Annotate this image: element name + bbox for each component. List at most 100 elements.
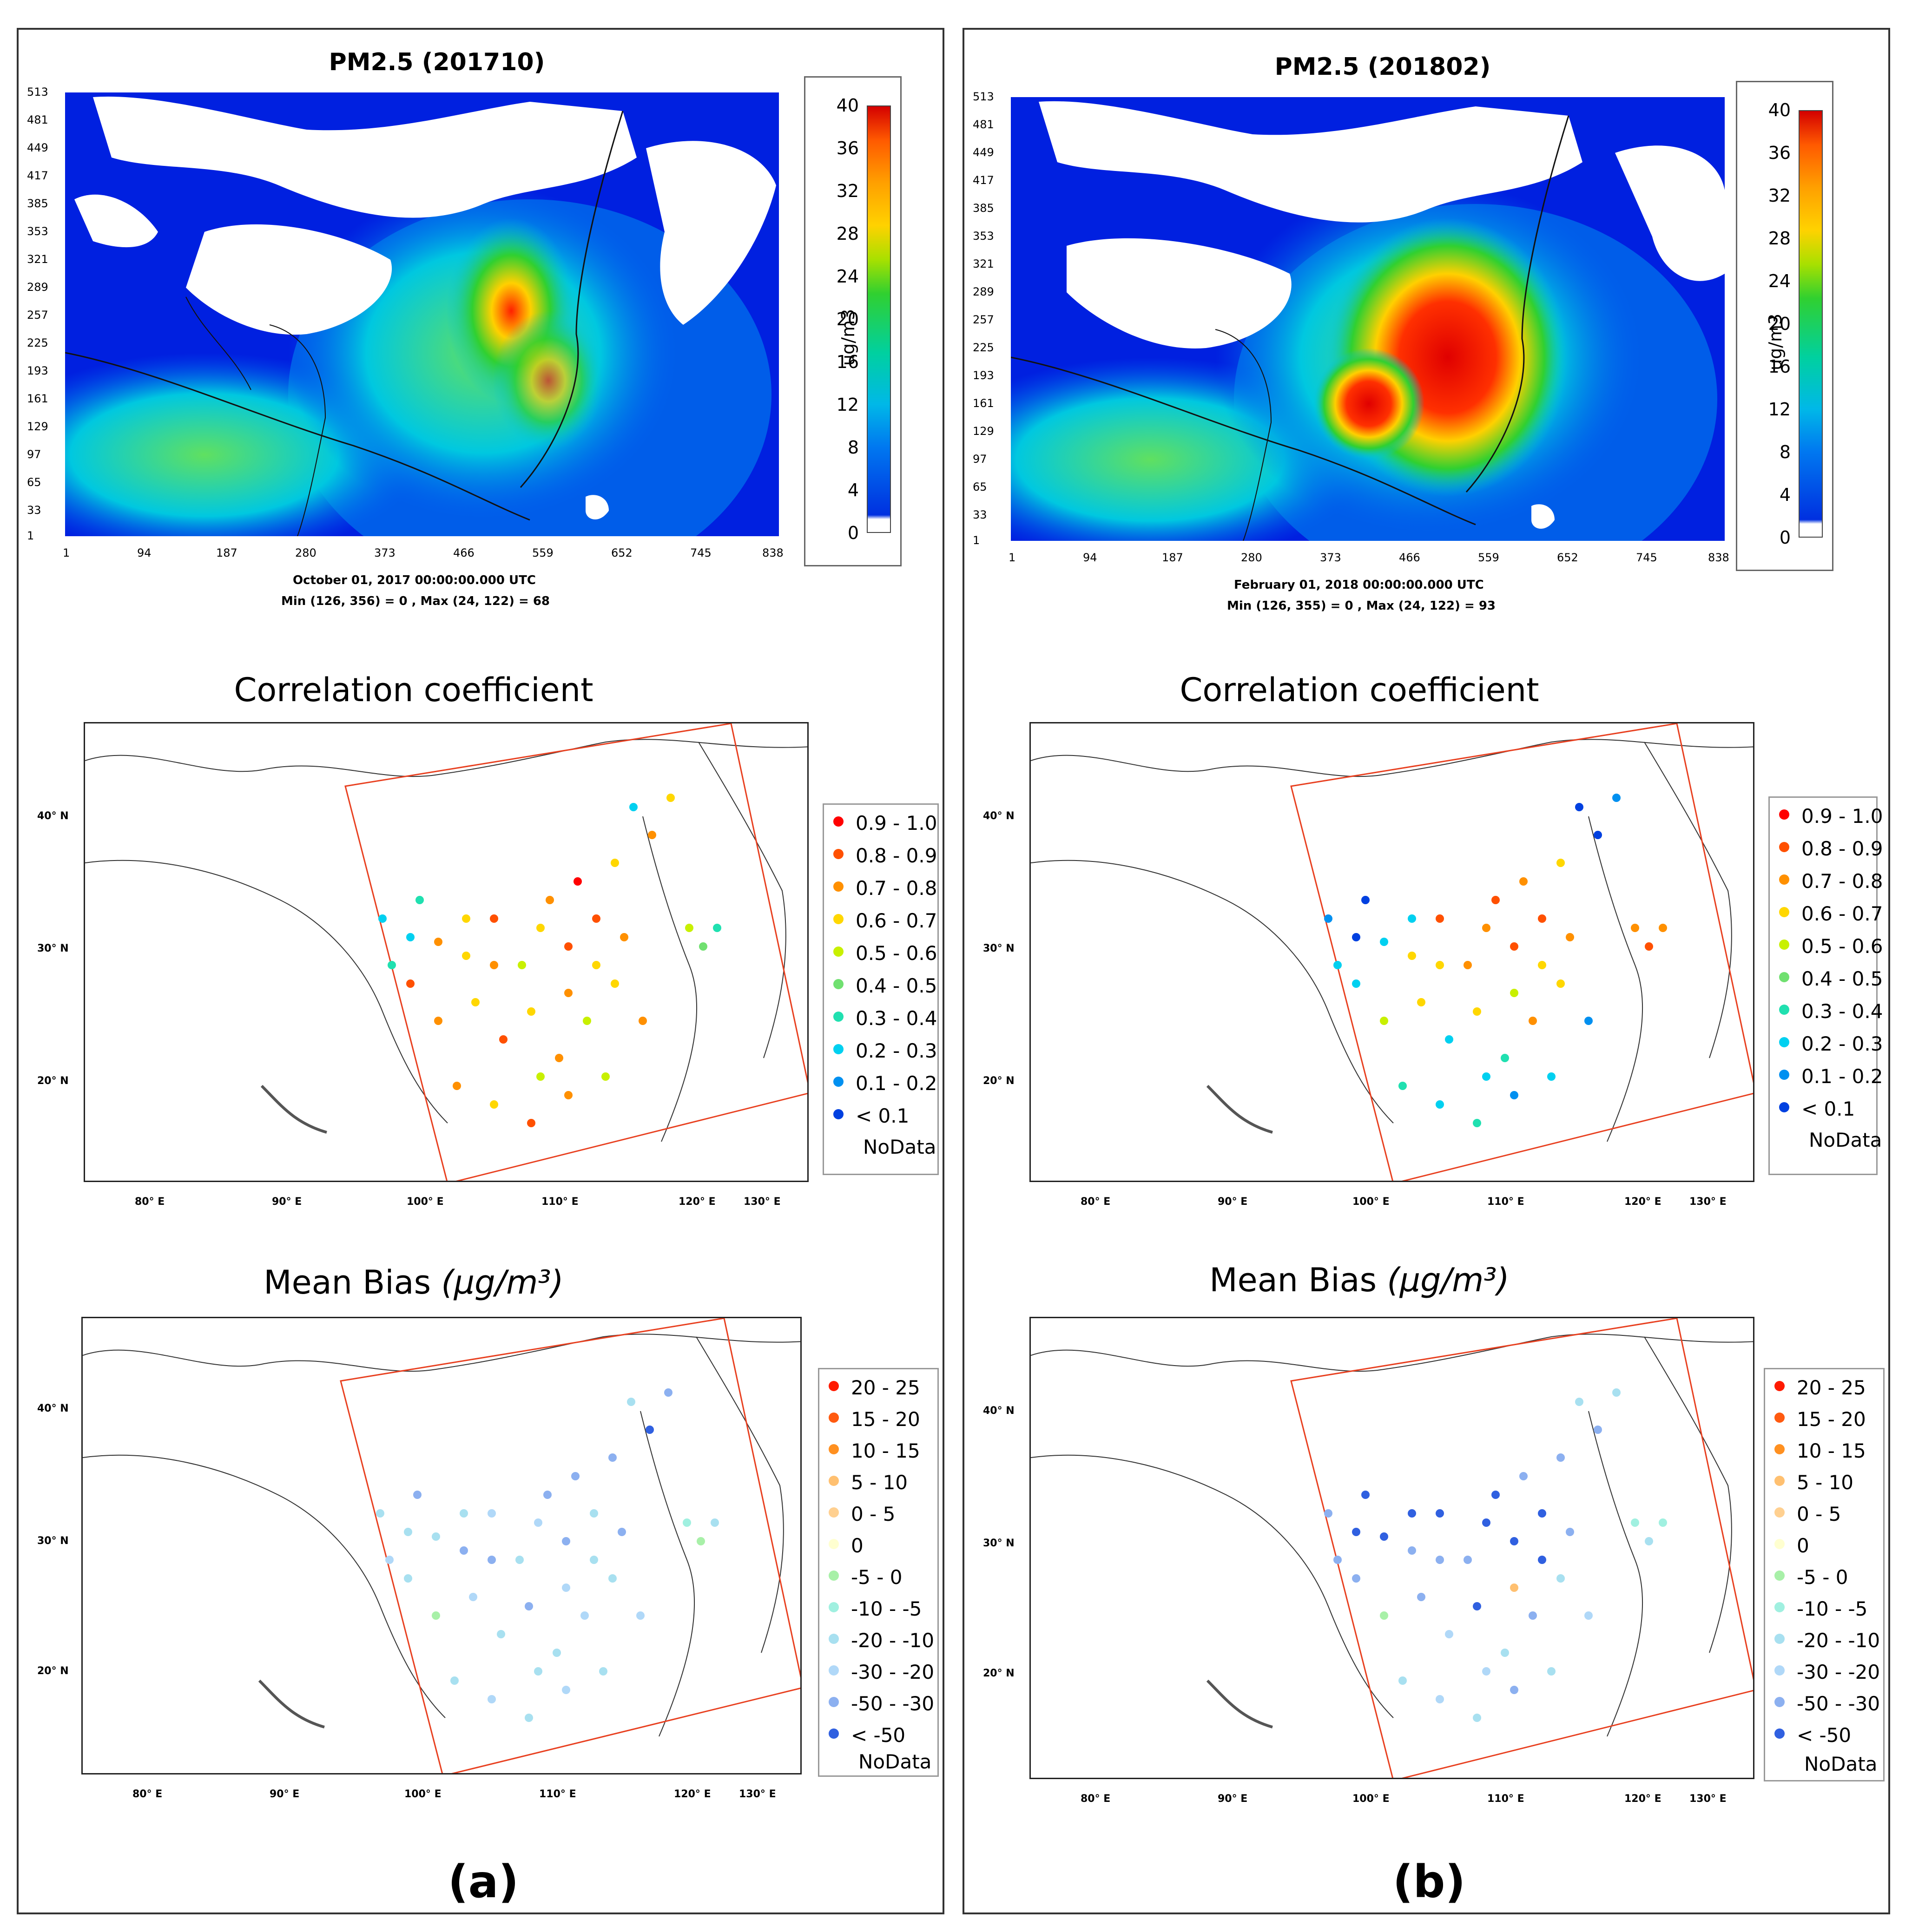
legend-item: 15 - 20 xyxy=(1774,1406,1866,1431)
corr-station-dots xyxy=(1324,794,1667,1127)
bias-map-graphic xyxy=(1031,1318,1753,1778)
corr-lon-tick: 130° E xyxy=(1689,1196,1727,1208)
pm-minmax: Min (126, 356) = 0 , Max (24, 122) = 68 xyxy=(281,594,550,608)
colorbar-tick: 8 xyxy=(847,437,859,458)
legend-item: 10 - 15 xyxy=(829,1438,920,1462)
colorbar-tick: 28 xyxy=(1768,228,1791,249)
colorbar-tick: 28 xyxy=(836,223,859,244)
legend-swatch xyxy=(1779,907,1789,917)
bias-lat-tick: 30° N xyxy=(983,1538,1015,1549)
bias-lon-tick: 120° E xyxy=(1624,1793,1661,1805)
legend-item: 20 - 25 xyxy=(829,1375,920,1399)
bias-map xyxy=(1029,1317,1754,1779)
pm-x-tick: 559 xyxy=(532,546,554,559)
legend-swatch xyxy=(1774,1602,1785,1612)
pm-y-tick: 1 xyxy=(973,534,980,547)
legend-item: 0.1 - 0.2 xyxy=(833,1071,937,1095)
corr-lon-tick: 120° E xyxy=(679,1196,716,1208)
corr-lon-tick: 100° E xyxy=(1352,1196,1390,1208)
legend-swatch xyxy=(1774,1728,1785,1739)
legend-item: -5 - 0 xyxy=(829,1564,902,1589)
legend-swatch xyxy=(833,979,844,989)
pm-x-tick: 466 xyxy=(453,546,475,559)
corr-lon-tick: 90° E xyxy=(1218,1196,1248,1208)
corr-map-graphic xyxy=(1031,723,1753,1181)
corr-lon-tick: 100° E xyxy=(407,1196,444,1208)
colorbar-tick: 20 xyxy=(836,309,859,329)
legend-swatch xyxy=(1779,874,1789,885)
pm-y-tick: 353 xyxy=(973,230,994,243)
bias-map xyxy=(81,1317,802,1774)
panel-a: PM2.5 (201710) xyxy=(17,28,944,1914)
legend-item: 0.9 - 1.0 xyxy=(833,810,937,835)
colorbar-tick: 24 xyxy=(836,266,859,287)
legend-item: -30 - -20 xyxy=(829,1659,934,1683)
bias-station-dots xyxy=(1324,1388,1667,1722)
legend-swatch xyxy=(833,1011,844,1022)
legend-item: 0.8 - 0.9 xyxy=(1779,836,1883,860)
pm-y-tick: 257 xyxy=(27,309,48,322)
legend-item: -10 - -5 xyxy=(1774,1596,1867,1620)
pm-x-tick: 280 xyxy=(295,546,316,559)
pm-map-graphic xyxy=(65,92,779,536)
bias-lon-tick: 80° E xyxy=(1081,1793,1111,1805)
bias-lon-tick: 120° E xyxy=(674,1788,711,1800)
pm-y-tick: 385 xyxy=(27,197,48,210)
pm-y-tick: 417 xyxy=(27,169,48,182)
legend-swatch xyxy=(833,816,844,827)
colorbar: 40 36 32 28 24 20 16 12 8 4 0 ug/m3 xyxy=(804,76,902,566)
pm-x-tick: 280 xyxy=(1241,551,1262,564)
pm-timestamp: October 01, 2017 00:00:00.000 UTC xyxy=(293,573,536,587)
pm-y-tick: 33 xyxy=(27,504,41,517)
legend-item: 5 - 10 xyxy=(829,1470,908,1494)
colorbar-tick: 12 xyxy=(836,394,859,415)
corr-lon-tick: 110° E xyxy=(1487,1196,1524,1208)
legend-item: 10 - 15 xyxy=(1774,1438,1866,1462)
colorbar-tick: 40 xyxy=(1768,100,1791,120)
legend-swatch xyxy=(829,1475,839,1486)
colorbar-tick: 24 xyxy=(1768,271,1791,291)
pm-y-tick: 257 xyxy=(973,313,994,326)
legend-swatch xyxy=(1779,841,1789,852)
pm-x-tick: 187 xyxy=(1162,551,1183,564)
legend-item: 0.7 - 0.8 xyxy=(833,875,937,900)
pm-y-tick: 1 xyxy=(27,529,34,542)
legend-swatch xyxy=(829,1538,839,1549)
legend-item: -50 - -30 xyxy=(1774,1691,1880,1715)
panel-label: (b) xyxy=(1392,1856,1466,1908)
bias-legend: 20 - 25 15 - 20 10 - 15 5 - 10 0 - 5 0 -… xyxy=(1764,1368,1885,1781)
bias-legend: 20 - 25 15 - 20 10 - 15 5 - 10 0 - 5 0 -… xyxy=(818,1368,939,1777)
legend-item: 0.5 - 0.6 xyxy=(1779,933,1883,958)
legend-item: -20 - -10 xyxy=(829,1628,934,1652)
legend-swatch xyxy=(829,1507,839,1518)
bias-lon-tick: 130° E xyxy=(1689,1793,1727,1805)
legend-swatch xyxy=(829,1412,839,1423)
legend-swatch xyxy=(829,1696,839,1707)
colorbar-tick: 40 xyxy=(836,95,859,116)
pm-y-tick: 193 xyxy=(973,369,994,382)
legend-item: 0.5 - 0.6 xyxy=(833,940,937,965)
legend-swatch xyxy=(829,1602,839,1612)
corr-lon-tick: 90° E xyxy=(272,1196,302,1208)
bias-station-dots xyxy=(376,1388,719,1722)
bias-lon-tick: 90° E xyxy=(1218,1793,1248,1805)
bias-title: Mean Bias (μg/m³) xyxy=(264,1263,564,1301)
bias-lat-tick: 30° N xyxy=(37,1535,69,1547)
legend-swatch xyxy=(1774,1696,1785,1707)
panel-b: PM2.5 (201802) xyxy=(963,28,1890,1914)
legend-item: 0.9 - 1.0 xyxy=(1779,803,1883,828)
legend-item: 0.4 - 0.5 xyxy=(833,973,937,997)
pm-y-tick: 129 xyxy=(27,420,48,433)
legend-item: -50 - -30 xyxy=(829,1691,934,1715)
legend-swatch xyxy=(829,1728,839,1739)
legend-item: 5 - 10 xyxy=(1774,1470,1853,1494)
corr-lat-tick: 40° N xyxy=(37,810,69,822)
pm-y-tick: 513 xyxy=(973,90,994,103)
colorbar-tick: 16 xyxy=(1768,356,1791,377)
colorbar-tick: 4 xyxy=(1779,485,1791,505)
legend-swatch xyxy=(1774,1475,1785,1486)
pm-y-tick: 65 xyxy=(973,480,987,493)
legend-swatch xyxy=(1779,1069,1789,1080)
pm-x-tick: 373 xyxy=(1320,551,1341,564)
colorbar-tick: 32 xyxy=(836,181,859,201)
